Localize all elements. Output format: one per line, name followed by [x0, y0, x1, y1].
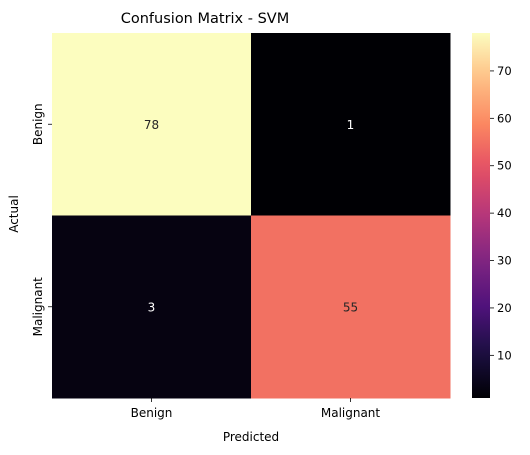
heatmap-cell	[52, 33, 252, 216]
x-tick-label: Benign	[131, 406, 173, 420]
x-axis-label: Predicted	[223, 430, 279, 444]
cell-value-label: 3	[148, 300, 156, 314]
colorbar-tick-label: 40	[497, 206, 512, 220]
heatmap-cell	[251, 215, 451, 399]
chart-title: Confusion Matrix - SVM	[121, 11, 289, 27]
colorbar-gradient	[472, 33, 490, 398]
colorbar-tick-label: 50	[497, 159, 512, 173]
colorbar: 10 20 30 40 50 60 70	[472, 33, 512, 398]
y-tick-label: Malignant	[31, 277, 45, 337]
axes: Benign Malignant Benign Malignant	[31, 103, 380, 420]
heatmap-cells	[52, 33, 451, 399]
cell-annotations: 78 1 3 55	[144, 118, 358, 315]
x-tick-label: Malignant	[321, 406, 381, 420]
cell-value-label: 55	[343, 300, 358, 314]
y-tick-label: Benign	[31, 103, 45, 145]
colorbar-tick-label: 70	[497, 64, 512, 78]
heatmap-cell	[52, 215, 252, 399]
colorbar-tick-label: 10	[497, 348, 512, 362]
y-axis-label: Actual	[7, 195, 21, 233]
colorbar-tick-label: 20	[497, 301, 512, 315]
cell-value-label: 78	[144, 118, 159, 132]
colorbar-tick-label: 30	[497, 254, 512, 268]
cell-value-label: 1	[347, 118, 355, 132]
heatmap-cell	[251, 33, 451, 216]
colorbar-tick-label: 60	[497, 111, 512, 125]
